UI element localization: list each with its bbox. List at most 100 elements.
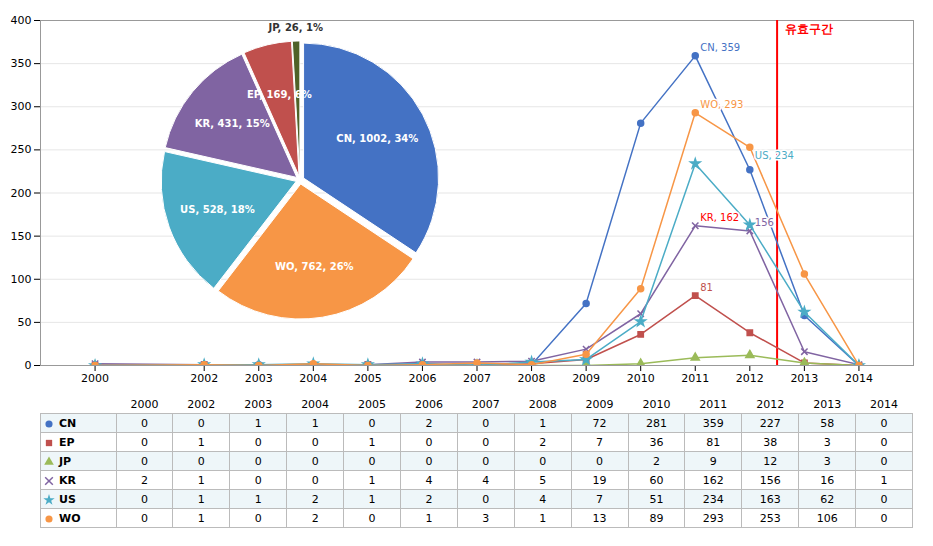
svg-text:US, 234: US, 234 xyxy=(755,150,794,161)
html-text:0: 0 xyxy=(254,454,262,468)
html-text:16: 16 xyxy=(820,473,835,487)
svg-text:KR, 431, 15%: KR, 431, 15% xyxy=(195,118,270,129)
svg-text:2000: 2000 xyxy=(81,372,109,385)
svg-text:300: 300 xyxy=(11,100,32,113)
svg-text:350: 350 xyxy=(11,57,32,70)
html-text:81: 81 xyxy=(706,435,721,449)
html-text:38: 38 xyxy=(763,435,778,449)
html-text:89: 89 xyxy=(649,511,664,525)
svg-text:2013: 2013 xyxy=(790,372,818,385)
html-text:2011: 2011 xyxy=(699,397,728,411)
html-text:2004: 2004 xyxy=(301,397,330,411)
svg-text:50: 50 xyxy=(18,316,32,329)
html-text:253: 253 xyxy=(759,511,781,525)
html-text:0: 0 xyxy=(311,435,319,449)
html-text:162: 162 xyxy=(702,473,724,487)
svg-text:JP, 26, 1%: JP, 26, 1% xyxy=(267,22,323,33)
html-text:293: 293 xyxy=(702,511,724,525)
html-text:281: 281 xyxy=(646,416,667,430)
svg-text:2011: 2011 xyxy=(681,372,709,385)
svg-text:2005: 2005 xyxy=(354,372,382,385)
html-text:2013: 2013 xyxy=(813,397,842,411)
svg-text:81: 81 xyxy=(700,282,713,293)
svg-text:KR, 162: KR, 162 xyxy=(700,212,739,223)
html-text:2007: 2007 xyxy=(471,397,500,411)
svg-text:2003: 2003 xyxy=(245,372,273,385)
html-text:0: 0 xyxy=(197,454,205,468)
svg-text:유효구간: 유효구간 xyxy=(785,22,833,36)
html-text:2: 2 xyxy=(539,435,547,449)
html-text:60: 60 xyxy=(649,473,664,487)
html-text:2003: 2003 xyxy=(244,397,273,411)
svg-text:0: 0 xyxy=(25,359,32,372)
html-text:0: 0 xyxy=(311,454,319,468)
svg-text:WO, 762, 26%: WO, 762, 26% xyxy=(275,261,354,272)
html-text:1: 1 xyxy=(539,416,547,430)
html-text:0: 0 xyxy=(254,435,262,449)
html-text:EP: EP xyxy=(59,435,75,449)
svg-text:400: 400 xyxy=(11,14,32,27)
html-text:234: 234 xyxy=(702,492,724,506)
svg-text:2014: 2014 xyxy=(845,372,873,385)
html-text:1: 1 xyxy=(368,435,376,449)
html-text:359: 359 xyxy=(702,416,724,430)
html-text:2005: 2005 xyxy=(358,397,386,411)
html-text:13: 13 xyxy=(592,511,607,525)
svg-text:2008: 2008 xyxy=(518,372,546,385)
html-text:19: 19 xyxy=(592,473,607,487)
html-text:36: 36 xyxy=(649,435,664,449)
svg-text:2004: 2004 xyxy=(299,372,327,385)
html-text:2008: 2008 xyxy=(528,397,557,411)
svg-text:156: 156 xyxy=(755,217,774,228)
html-text:WO: WO xyxy=(59,511,81,525)
html-text:2000: 2000 xyxy=(130,397,159,411)
svg-text:EP, 169, 6%: EP, 169, 6% xyxy=(247,89,312,100)
html-text:227: 227 xyxy=(759,416,781,430)
html-text:51: 51 xyxy=(649,492,664,506)
html-text:CN: CN xyxy=(59,416,77,430)
html-text:58: 58 xyxy=(820,416,835,430)
html-text:156: 156 xyxy=(759,473,781,487)
svg-text:200: 200 xyxy=(11,187,32,200)
html-text:2009: 2009 xyxy=(585,397,614,411)
html-text:1: 1 xyxy=(197,435,205,449)
html-text:JP: JP xyxy=(59,454,72,468)
html-text:0: 0 xyxy=(368,416,376,430)
svg-text:2010: 2010 xyxy=(627,372,655,385)
html-text:7: 7 xyxy=(596,435,604,449)
html-text:3: 3 xyxy=(823,435,831,449)
svg-text:150: 150 xyxy=(11,230,32,243)
html-text:1: 1 xyxy=(254,416,262,430)
html-text:72: 72 xyxy=(592,416,607,430)
html-text:106: 106 xyxy=(816,511,838,525)
html-text:1: 1 xyxy=(311,416,319,430)
svg-text:250: 250 xyxy=(11,143,32,156)
html-text:KR: KR xyxy=(59,473,76,487)
svg-text:CN, 1002, 34%: CN, 1002, 34% xyxy=(336,133,418,144)
html-text:2006: 2006 xyxy=(414,397,443,411)
html-text:12: 12 xyxy=(763,454,778,468)
html-text:0: 0 xyxy=(880,416,888,430)
svg-text:2006: 2006 xyxy=(408,372,436,385)
html-text:0: 0 xyxy=(425,435,433,449)
svg-text:2007: 2007 xyxy=(463,372,491,385)
html-text:0: 0 xyxy=(880,435,888,449)
html-text:US: US xyxy=(59,492,76,506)
svg-text:100: 100 xyxy=(11,273,32,286)
html-text:62: 62 xyxy=(820,492,835,506)
svg-text:2009: 2009 xyxy=(572,372,600,385)
html-text:163: 163 xyxy=(759,492,781,506)
svg-text:2002: 2002 xyxy=(190,372,218,385)
svg-text:2012: 2012 xyxy=(736,372,764,385)
svg-text:US, 528, 18%: US, 528, 18% xyxy=(180,204,255,215)
svg-text:WO, 293: WO, 293 xyxy=(700,99,743,110)
html-text:2014: 2014 xyxy=(870,397,898,411)
html-text:2002: 2002 xyxy=(187,397,216,411)
html-text:2010: 2010 xyxy=(642,397,671,411)
html-text:0: 0 xyxy=(482,435,490,449)
svg-text:CN, 359: CN, 359 xyxy=(700,42,740,53)
html-text:2: 2 xyxy=(425,416,433,430)
html-text:2012: 2012 xyxy=(756,397,785,411)
html-text:0: 0 xyxy=(482,416,490,430)
html-text:0: 0 xyxy=(197,416,205,430)
